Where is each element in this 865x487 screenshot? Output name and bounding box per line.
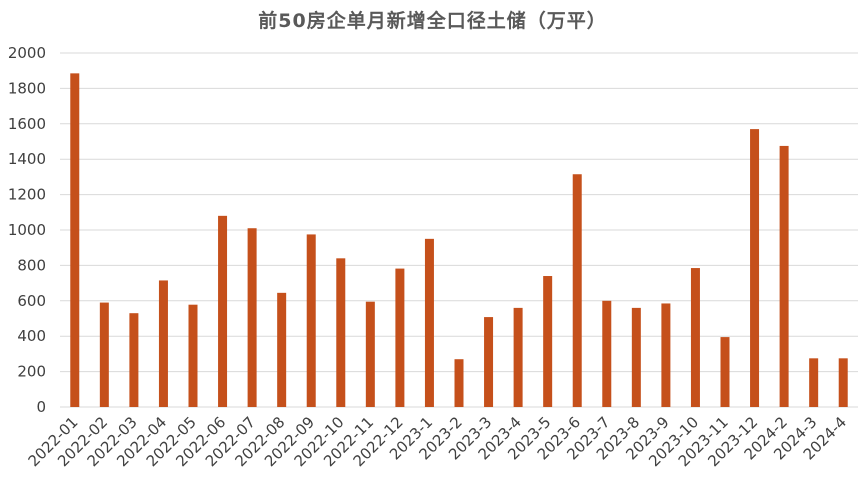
y-tick-label: 1800	[8, 79, 46, 97]
bar	[602, 300, 612, 407]
bar	[129, 313, 139, 407]
bar	[277, 292, 287, 407]
bars	[70, 73, 848, 408]
y-tick-label: 400	[17, 327, 46, 345]
bar	[158, 280, 168, 407]
bar	[543, 276, 553, 407]
bar	[809, 358, 819, 407]
y-tick-label: 600	[17, 292, 46, 310]
bar	[631, 307, 641, 407]
bar	[690, 268, 700, 407]
bar	[572, 174, 582, 407]
bar	[779, 145, 789, 408]
bar	[218, 215, 228, 407]
bar	[661, 303, 671, 407]
bar	[484, 317, 494, 407]
gridlines	[60, 52, 858, 408]
y-tick-label: 1000	[8, 221, 46, 239]
bar	[513, 307, 523, 407]
y-tick-label: 1200	[8, 186, 46, 204]
bar	[395, 268, 405, 407]
bar	[306, 234, 316, 407]
y-tick-label: 2000	[8, 44, 46, 62]
chart-title: 前50房企单月新增全口径土储（万平）	[258, 10, 607, 32]
bar	[454, 359, 464, 407]
y-tick-label: 200	[17, 363, 46, 381]
bar	[838, 358, 848, 407]
y-axis-ticks: 0 200 400 600 800 1000 1200 1400 1600 1800 2000	[8, 44, 46, 416]
y-tick-label: 1400	[8, 150, 46, 168]
bar	[188, 304, 198, 407]
y-tick-label: 0	[36, 398, 46, 416]
bar	[336, 258, 346, 407]
bar	[247, 228, 257, 407]
bar	[70, 73, 80, 407]
y-tick-label: 800	[17, 256, 46, 274]
y-tick-label: 1600	[8, 115, 46, 133]
bar	[424, 238, 434, 407]
bar	[750, 129, 760, 408]
x-axis-ticks: 2022-012022-022022-032022-042022-052022-…	[25, 413, 850, 470]
bar	[99, 302, 109, 407]
bar	[365, 301, 375, 407]
bar	[720, 337, 730, 407]
